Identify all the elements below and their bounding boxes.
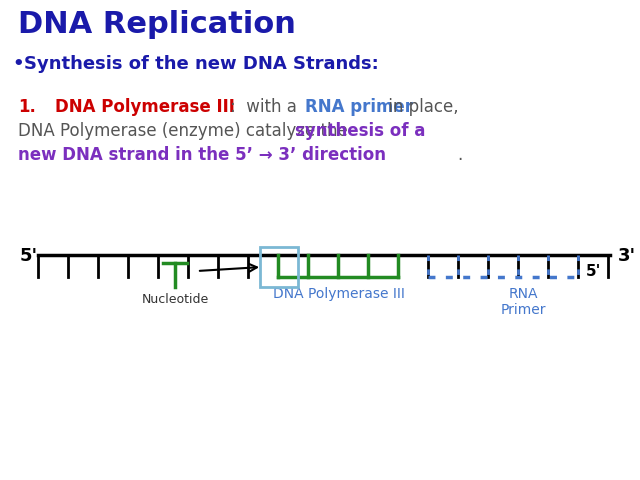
Text: 5': 5' — [586, 264, 602, 278]
Text: DNA Replication: DNA Replication — [18, 10, 296, 39]
Text: DNA Polymerase III: DNA Polymerase III — [55, 98, 235, 116]
Text: .: . — [457, 146, 462, 164]
Text: synthesis of a: synthesis of a — [295, 122, 426, 140]
Text: Nucleotide: Nucleotide — [141, 293, 209, 306]
Text: •: • — [12, 55, 24, 73]
Text: 3': 3' — [618, 247, 636, 265]
Text: DNA Polymerase (enzyme) catalyze the: DNA Polymerase (enzyme) catalyze the — [18, 122, 353, 140]
Text: 5': 5' — [20, 247, 38, 265]
Text: RNA
Primer: RNA Primer — [500, 287, 546, 317]
Text: new DNA strand in the 5’ → 3’ direction: new DNA strand in the 5’ → 3’ direction — [18, 146, 386, 164]
Text: DNA Polymerase III: DNA Polymerase III — [273, 287, 405, 301]
Bar — [260, 247, 298, 287]
Text: 1.: 1. — [18, 98, 36, 116]
Text: :  with a: : with a — [230, 98, 302, 116]
Text: in place,: in place, — [383, 98, 459, 116]
Text: RNA primer: RNA primer — [305, 98, 413, 116]
Text: Synthesis of the new DNA Strands:: Synthesis of the new DNA Strands: — [24, 55, 379, 73]
